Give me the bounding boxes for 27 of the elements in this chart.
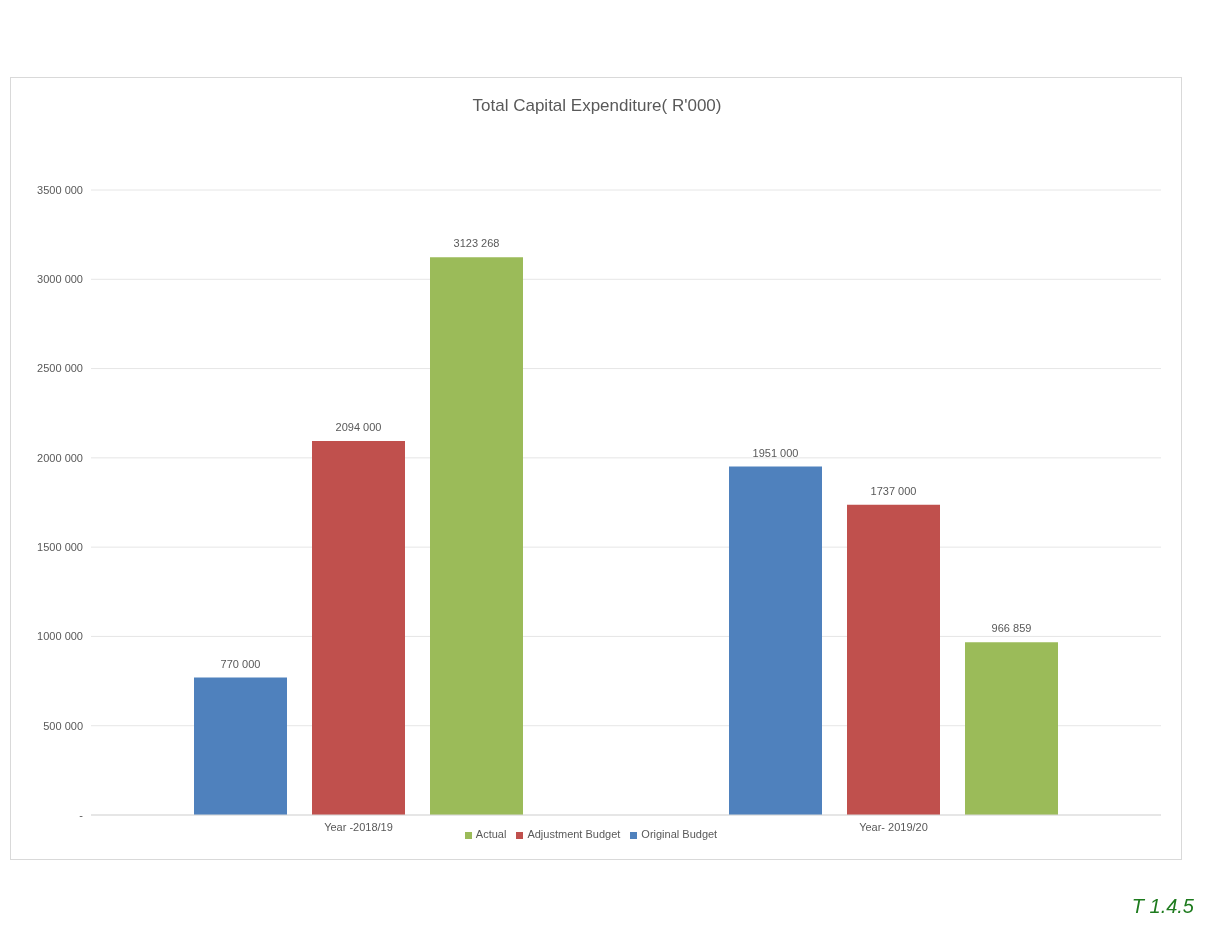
legend-label: Actual [475,828,507,840]
legend-label: Adjustment Budget [527,828,621,840]
x-tick-label: Year -2018/19 [324,820,393,833]
x-tick-label: Year- 2019/20 [859,820,928,833]
bar [194,677,287,815]
legend-label: Original Budget [641,828,718,840]
data-label: 770 000 [220,657,261,670]
y-tick-label: 1500 000 [37,541,83,554]
data-label: 2094 000 [335,421,382,434]
text: T 1.4.5 [1131,895,1194,918]
y-tick-label: 2000 000 [37,451,83,464]
chart-title: Total Capital Expenditure( R'000) [471,96,723,116]
y-tick-label: 2500 000 [37,362,83,375]
bar [965,642,1058,815]
y-tick-label: 3000 000 [37,273,83,286]
y-tick-label: 500 000 [43,719,83,732]
data-label: 1737 000 [870,484,917,497]
y-tick-label: 1000 000 [37,630,83,643]
y-tick-label: - [79,808,84,821]
data-label: 1951 000 [752,446,799,459]
bar [312,441,405,815]
data-label: 966 859 [991,622,1032,635]
bar [847,504,940,815]
data-label: 3123 268 [453,237,500,250]
bar [430,257,523,815]
bar [729,466,822,815]
y-tick-label: 3500 000 [37,183,83,196]
